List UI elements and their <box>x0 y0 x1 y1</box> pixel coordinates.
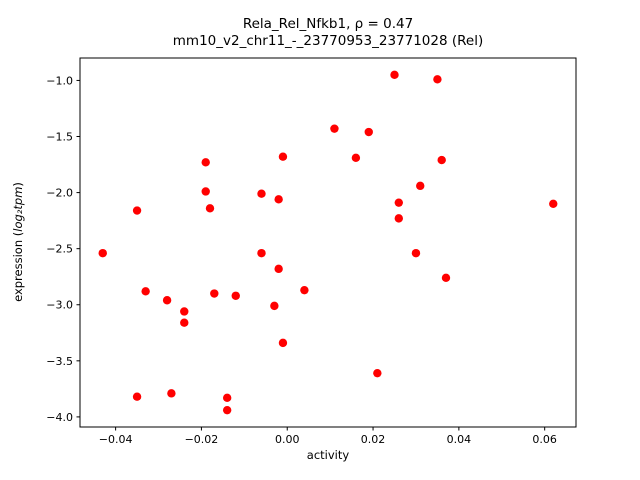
data-point <box>274 264 283 274</box>
y-tick-label: −3.5 <box>46 355 73 368</box>
data-point <box>201 158 210 167</box>
data-point <box>351 153 361 163</box>
data-point <box>201 187 210 196</box>
data-point <box>416 181 425 191</box>
y-axis-label-suffix: ) <box>11 182 25 187</box>
y-axis-label: expression (log₂tpm) <box>11 182 25 302</box>
data-point <box>270 301 279 311</box>
data-point <box>180 307 189 316</box>
y-tick-label: −4.0 <box>46 411 73 424</box>
axes-box <box>79 57 577 428</box>
y-tick-label: −2.5 <box>46 243 73 256</box>
data-point <box>278 152 288 161</box>
data-point <box>222 393 232 403</box>
data-point <box>390 70 399 80</box>
data-point <box>231 291 240 300</box>
data-point <box>141 287 150 296</box>
data-point <box>257 248 266 258</box>
y-tick-label: −3.0 <box>46 299 73 312</box>
data-point <box>205 204 215 213</box>
data-point <box>132 206 142 215</box>
data-point <box>132 392 142 401</box>
data-point <box>167 389 176 398</box>
y-tick-label: −1.5 <box>46 131 73 144</box>
y-tick-label: −2.0 <box>46 187 73 200</box>
data-point <box>441 273 451 283</box>
data-point <box>274 195 283 204</box>
y-axis-label-prefix: expression ( <box>11 231 25 302</box>
data-point <box>549 199 558 209</box>
data-point <box>437 155 446 165</box>
x-tick-label: 0.00 <box>275 433 300 446</box>
data-point <box>300 285 309 295</box>
x-axis-label: activity <box>306 448 350 462</box>
data-point <box>162 296 172 305</box>
data-point <box>180 318 189 327</box>
data-point <box>394 214 403 223</box>
y-axis-label-math: log₂tpm <box>11 186 25 232</box>
x-tick-label: 0.06 <box>532 433 557 446</box>
chart-title-line2: mm10_v2_chr11_-_23770953_23771028 (Rel) <box>172 33 484 49</box>
x-tick-label: 0.04 <box>447 433 472 446</box>
data-point <box>394 198 403 207</box>
data-point <box>222 405 232 415</box>
data-point <box>330 124 339 133</box>
chart-title: Rela_Rel_Nfkb1, ρ = 0.47 mm10_v2_chr11_-… <box>80 16 576 50</box>
data-point <box>257 189 266 198</box>
data-point <box>433 75 442 84</box>
x-tick-label: −0.02 <box>185 433 219 446</box>
data-point <box>278 338 288 348</box>
data-point <box>98 248 107 258</box>
data-point <box>411 248 421 258</box>
data-point <box>373 368 382 378</box>
data-point <box>364 127 373 137</box>
chart-title-line1: Rela_Rel_Nfkb1, ρ = 0.47 <box>242 16 414 32</box>
x-tick-label: 0.02 <box>361 433 386 446</box>
y-tick-label: −1.0 <box>46 74 73 87</box>
x-tick-label: −0.04 <box>99 433 133 446</box>
data-point <box>210 289 219 298</box>
